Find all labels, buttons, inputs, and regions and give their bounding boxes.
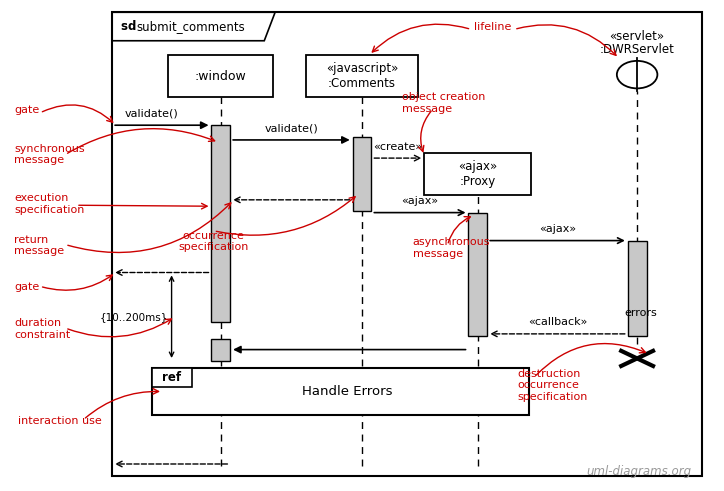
Bar (112, 12, 702, 476)
Bar (424, 154, 531, 195)
Text: «servlet»: «servlet» (610, 30, 665, 43)
Text: validate(): validate() (264, 124, 319, 134)
Text: occurrence
specification: occurrence specification (178, 231, 249, 252)
Text: asynchronous
message: asynchronous message (413, 237, 490, 259)
Text: synchronous
message: synchronous message (14, 144, 85, 165)
Text: gate: gate (14, 106, 40, 115)
Text: lifeline: lifeline (473, 22, 511, 32)
Bar (211, 125, 230, 322)
Bar (152, 368, 192, 387)
Text: submit_comments: submit_comments (137, 20, 245, 33)
Bar (353, 137, 371, 211)
Text: object creation
message: object creation message (402, 92, 485, 114)
Text: «ajax»: «ajax» (401, 196, 439, 206)
Bar (152, 368, 529, 415)
Bar (168, 55, 273, 97)
Text: duration
constraint: duration constraint (14, 318, 71, 340)
Bar (628, 241, 647, 336)
Text: interaction use: interaction use (18, 416, 102, 426)
Text: uml-diagrams.org: uml-diagrams.org (586, 465, 691, 478)
Text: destruction
occurrence
specification: destruction occurrence specification (518, 369, 588, 402)
Text: return
message: return message (14, 235, 64, 256)
Polygon shape (112, 12, 275, 41)
Bar (468, 213, 487, 336)
Text: :window: :window (195, 70, 247, 82)
Text: «callback»: «callback» (528, 318, 587, 327)
Text: Handle Errors: Handle Errors (303, 385, 392, 398)
Text: sd: sd (121, 20, 140, 33)
Text: ref: ref (162, 371, 182, 384)
Text: execution
specification: execution specification (14, 193, 85, 215)
Text: «ajax»
:Proxy: «ajax» :Proxy (458, 160, 497, 189)
Text: :DWRServlet: :DWRServlet (599, 43, 675, 55)
Text: errors: errors (624, 308, 657, 318)
Text: «create»: «create» (374, 142, 422, 152)
Text: {10..200ms}: {10..200ms} (100, 312, 168, 322)
Text: validate(): validate() (125, 109, 179, 119)
Bar (211, 339, 230, 361)
Text: «ajax»: «ajax» (539, 224, 576, 234)
Bar (306, 55, 418, 97)
Text: gate: gate (14, 282, 40, 292)
Text: «javascript»
:Comments: «javascript» :Comments (326, 62, 398, 90)
